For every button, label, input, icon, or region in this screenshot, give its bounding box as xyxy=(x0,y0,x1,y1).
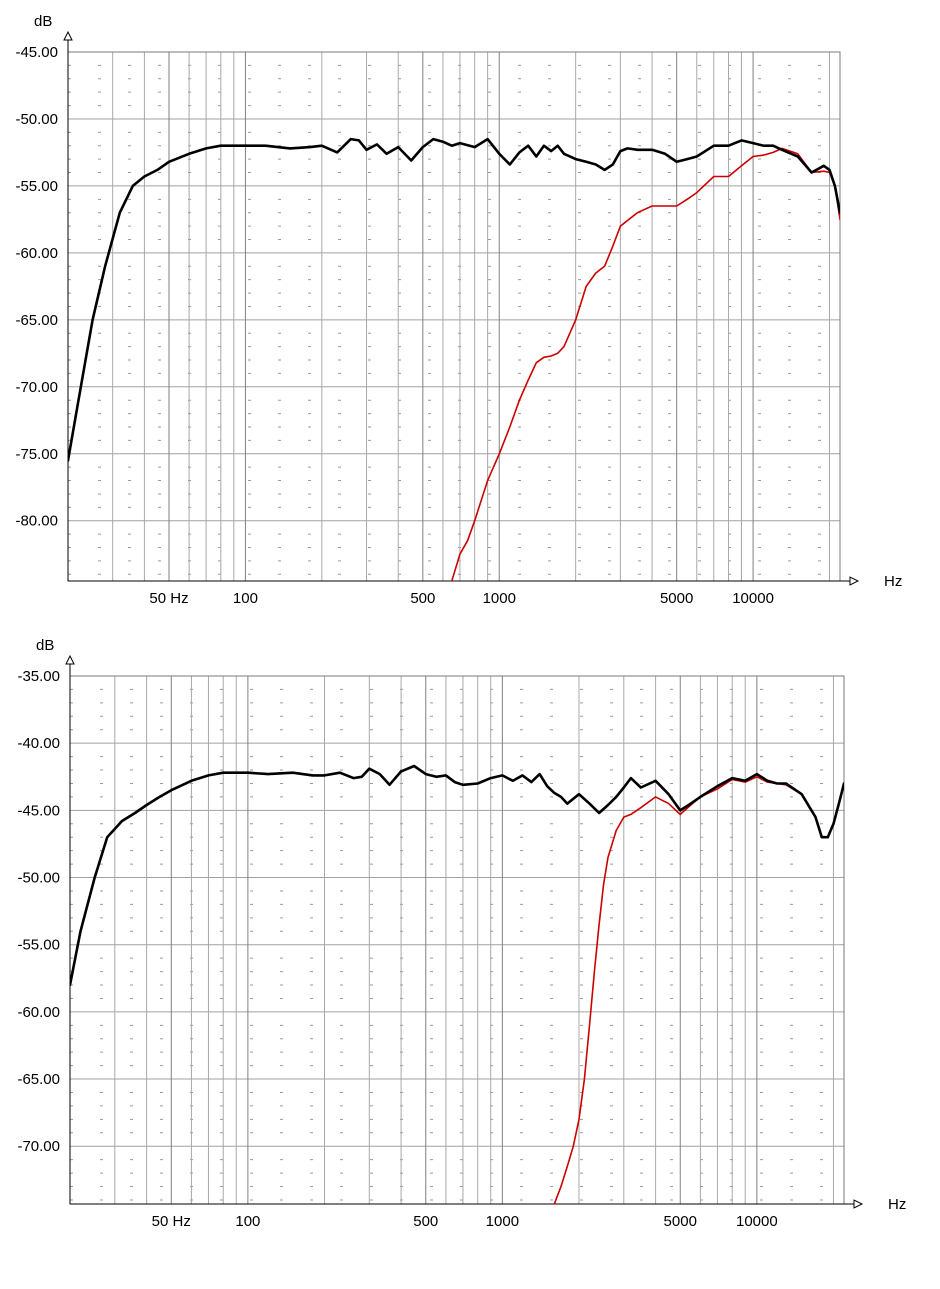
series-line-black xyxy=(70,764,844,987)
x-tick-label: 50 Hz xyxy=(149,590,188,607)
x-tick-label: 100 xyxy=(235,1213,260,1230)
y-tick-label: -70.00 xyxy=(15,379,58,396)
x-tick-label: 5000 xyxy=(664,1213,697,1230)
plot-frame xyxy=(67,51,841,582)
x-axis-label: Hz xyxy=(884,573,902,590)
y-tick-label: -50.00 xyxy=(17,870,60,887)
y-axis-label: dB xyxy=(36,637,54,654)
y-axis-arrow xyxy=(63,30,73,41)
chart-bottom: dB Hz -35.00 -40.00 -45.00 -50.00 -55.00 -60.00… xyxy=(17,637,906,1230)
y-tick-label: -45.00 xyxy=(17,802,60,819)
x-axis-label: Hz xyxy=(888,1196,906,1213)
x-tick-label: 1000 xyxy=(486,1213,519,1230)
x-axis-arrow xyxy=(853,1199,864,1209)
x-tick-label: 1000 xyxy=(483,590,516,607)
y-tick-label: -70.00 xyxy=(17,1138,60,1155)
y-tick-label: -55.00 xyxy=(17,937,60,954)
y-axis-label: dB xyxy=(34,13,52,30)
y-tick-label: -65.00 xyxy=(17,1071,60,1088)
x-tick-label: 10000 xyxy=(736,1213,778,1230)
y-tick-label: -75.00 xyxy=(15,446,58,463)
x-tick-label: 100 xyxy=(233,590,258,607)
x-tick-label: 5000 xyxy=(660,590,693,607)
y-tick-label: -80.00 xyxy=(15,513,58,530)
y-axis-arrow xyxy=(65,654,75,665)
y-tick-label: -65.00 xyxy=(15,312,58,329)
x-tick-label: 10000 xyxy=(732,590,774,607)
chart-top: dB Hz -45.00 -50.00 -55.00 -60.00 -65.00 -70.00… xyxy=(15,13,902,607)
x-axis-arrow xyxy=(849,576,860,586)
y-tick-label: -35.00 xyxy=(17,668,60,685)
y-tick-label: -40.00 xyxy=(17,735,60,752)
x-tick-label: 500 xyxy=(413,1213,438,1230)
series-line-red xyxy=(553,775,844,1204)
plot-frame xyxy=(69,675,845,1205)
y-tick-label: -45.00 xyxy=(15,44,58,61)
y-tick-label: -55.00 xyxy=(15,178,58,195)
series-line-red xyxy=(450,147,840,581)
series-line-black xyxy=(68,137,840,462)
y-tick-label: -60.00 xyxy=(15,245,58,262)
x-tick-label: 50 Hz xyxy=(152,1213,191,1230)
x-tick-label: 500 xyxy=(410,590,435,607)
y-tick-label: -60.00 xyxy=(17,1004,60,1021)
y-tick-label: -50.00 xyxy=(15,111,58,128)
